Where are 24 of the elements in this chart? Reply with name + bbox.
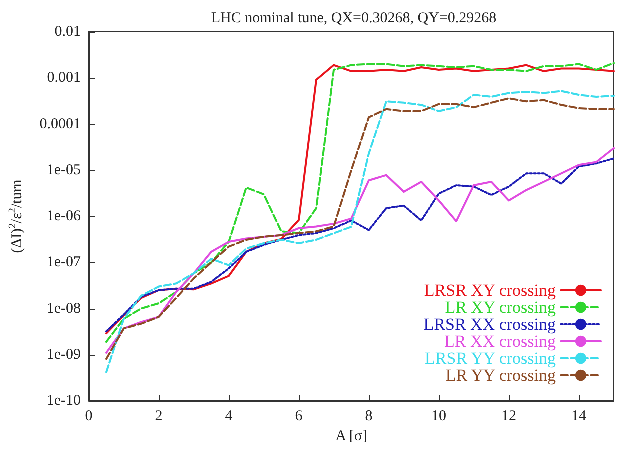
legend-label: LRSR XY crossing	[424, 281, 556, 300]
y-tick-label: 0.01	[54, 24, 81, 40]
x-tick-label: 0	[85, 408, 93, 424]
line-series	[106, 158, 615, 333]
chart-title: LHC nominal tune, QX=0.30268, QY=0.29268	[211, 10, 497, 26]
x-tick-label: 14	[572, 408, 587, 424]
x-axis-title: A [σ]	[336, 428, 368, 444]
y-tick-label: 1e-10	[46, 393, 81, 409]
x-tick-label: 2	[155, 408, 163, 424]
x-tick-label: 4	[225, 408, 234, 424]
x-tick-label: 8	[365, 408, 373, 424]
y-tick-label: 0.0001	[40, 116, 81, 132]
y-axis-title: (ΔI)2/ε2/turn	[8, 179, 26, 254]
y-tick-label: 1e-09	[46, 346, 81, 363]
x-tick-label: 6	[295, 408, 304, 424]
y-tick-label: 1e-06	[46, 208, 82, 224]
y-tick-label: 1e-07	[46, 254, 82, 271]
x-tick-label: 10	[432, 408, 446, 424]
x-tick-label: 12	[502, 408, 516, 424]
legend-label: LRSR YY crossing	[425, 349, 556, 368]
y-tick-label: 1e-05	[46, 162, 81, 178]
y-tick-label: 1e-08	[46, 300, 81, 317]
line-series	[106, 147, 615, 354]
y-tick-label: 0.001	[47, 70, 81, 86]
